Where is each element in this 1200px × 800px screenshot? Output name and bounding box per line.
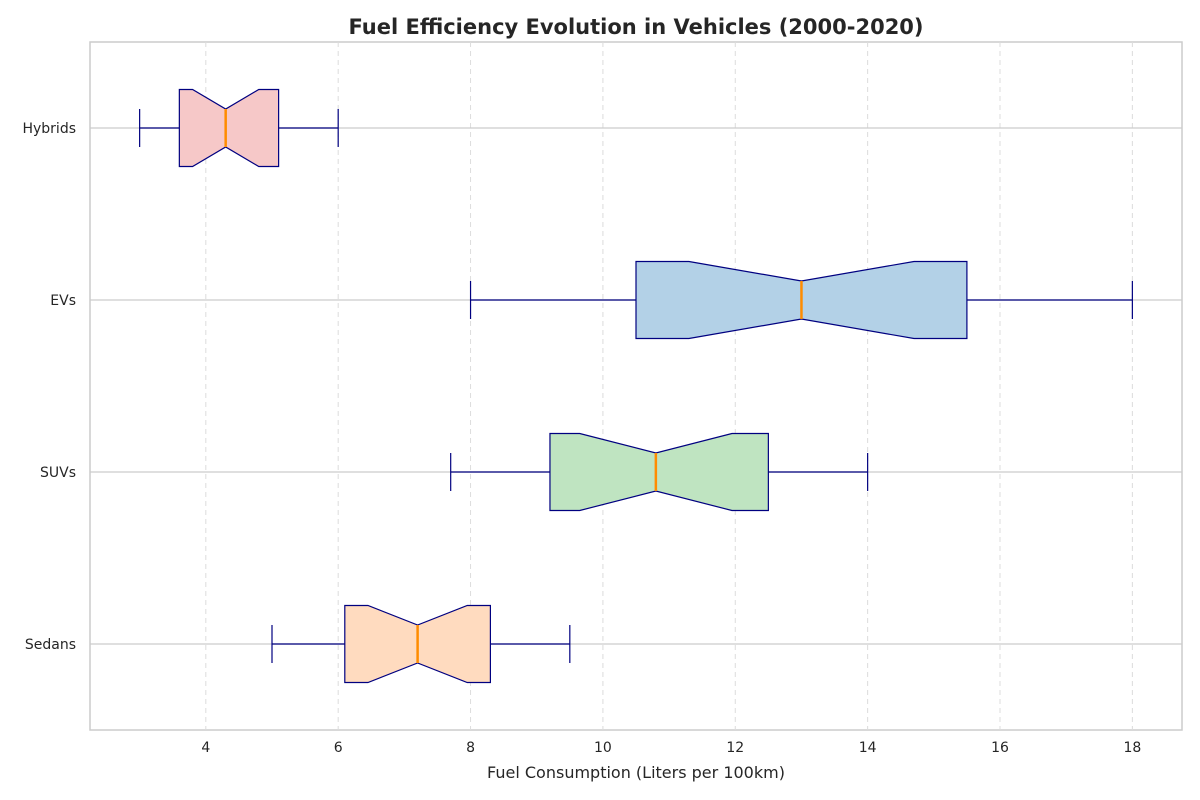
x-tick-label: 6	[334, 740, 343, 756]
y-tick-label: EVs	[50, 293, 76, 309]
x-axis-label: Fuel Consumption (Liters per 100km)	[487, 763, 785, 782]
box-hybrids	[178, 88, 280, 168]
y-tick-label: Sedans	[25, 637, 76, 653]
box-suvs	[549, 432, 769, 512]
x-tick-label: 10	[594, 740, 612, 756]
y-tick-label: Hybrids	[22, 121, 76, 137]
plot-area: 4 6 8 10 12 14 16 18 Sedans SUVs EVs Hybrids	[22, 41, 1183, 756]
x-tick-label: 14	[859, 740, 877, 756]
x-tick-label: 8	[466, 740, 475, 756]
x-tick-label: 4	[201, 740, 210, 756]
x-tick-label: 16	[991, 740, 1009, 756]
x-tick-label: 18	[1123, 740, 1141, 756]
x-tick-label: 12	[726, 740, 744, 756]
chart-title: Fuel Efficiency Evolution in Vehicles (2…	[348, 15, 923, 39]
y-tick-label: SUVs	[40, 465, 76, 481]
